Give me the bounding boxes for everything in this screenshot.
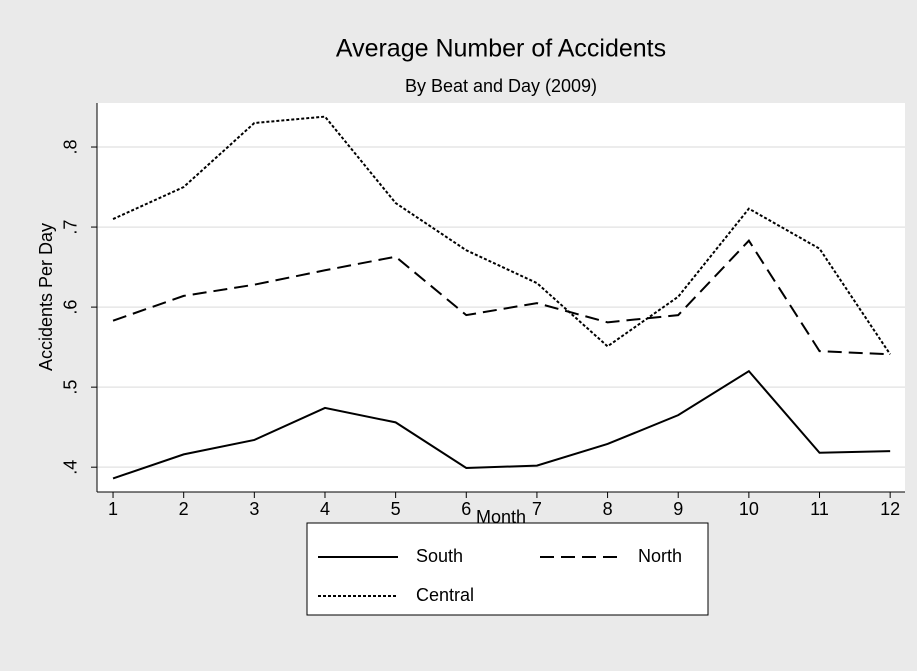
chart-title: Average Number of Accidents bbox=[336, 35, 666, 63]
legend-label: North bbox=[638, 546, 682, 566]
lines bbox=[112, 115, 891, 480]
series-line bbox=[112, 115, 891, 355]
plot-area bbox=[97, 103, 905, 492]
x-tick-label: 4 bbox=[320, 499, 330, 519]
y-tick-label: .5 bbox=[61, 380, 81, 395]
x-tick-label: 5 bbox=[391, 499, 401, 519]
legend-box bbox=[306, 522, 709, 616]
series-line bbox=[112, 369, 891, 480]
y-tick-label: .8 bbox=[61, 140, 81, 155]
x-tick-label: 11 bbox=[810, 499, 829, 519]
x-tick-label: 9 bbox=[673, 499, 683, 519]
series-line bbox=[112, 239, 891, 356]
x-tick-label: 3 bbox=[249, 499, 259, 519]
y-tick-label: .4 bbox=[61, 460, 81, 475]
y-tick-label: .6 bbox=[61, 300, 81, 315]
x-tick-label: 8 bbox=[603, 499, 613, 519]
x-tick-label: 1 bbox=[108, 499, 118, 519]
x-axis-title: Month bbox=[476, 507, 526, 527]
x-tick-label: 7 bbox=[532, 499, 542, 519]
chart-subtitle: By Beat and Day (2009) bbox=[405, 76, 597, 96]
legend-label: South bbox=[416, 546, 463, 566]
x-tick-label: 12 bbox=[880, 499, 900, 519]
y-tick-label: .7 bbox=[61, 220, 81, 235]
y-axis-title: Accidents Per Day bbox=[36, 223, 56, 371]
x-tick-label: 6 bbox=[461, 499, 471, 519]
x-tick-label: 10 bbox=[739, 499, 759, 519]
legend-label: Central bbox=[416, 585, 474, 605]
x-tick-label: 2 bbox=[179, 499, 189, 519]
